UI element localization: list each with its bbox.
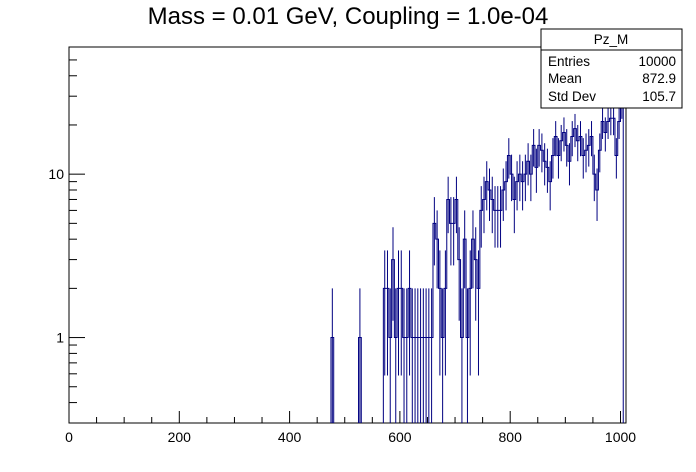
stats-mean-value: 872.9: [642, 71, 676, 86]
x-tick-label: 600: [388, 429, 412, 445]
stats-title: Pz_M: [594, 32, 629, 47]
y-tick-label: 10: [48, 166, 64, 182]
error-bars: [331, 91, 623, 423]
chart-title: Mass = 0.01 GeV, Coupling = 1.0e-04: [148, 3, 549, 30]
y-tick-label: 1: [56, 330, 64, 346]
x-tick-label: 200: [168, 429, 192, 445]
stats-stddev-label: Std Dev: [548, 89, 596, 104]
x-tick-label: 1000: [605, 429, 636, 445]
x-tick-label: 400: [278, 429, 302, 445]
stats-box: Pz_M Entries 10000 Mean 872.9 Std Dev 10…: [540, 28, 683, 109]
axis-major-ticks: [68, 173, 621, 423]
histogram-line: [330, 103, 624, 423]
stats-entries-label: Entries: [548, 54, 590, 69]
plot-frame: [68, 46, 627, 424]
x-tick-labels: 0 200 400 600 800 1000: [65, 429, 636, 445]
stats-mean-label: Mean: [548, 71, 582, 86]
y-tick-labels: 1 10: [48, 166, 64, 345]
x-tick-label: 800: [499, 429, 523, 445]
axis-minor-ticks: [69, 46, 594, 424]
stats-stddev-value: 105.7: [642, 89, 676, 104]
stats-entries-value: 10000: [638, 54, 676, 69]
x-tick-label: 0: [65, 429, 73, 445]
